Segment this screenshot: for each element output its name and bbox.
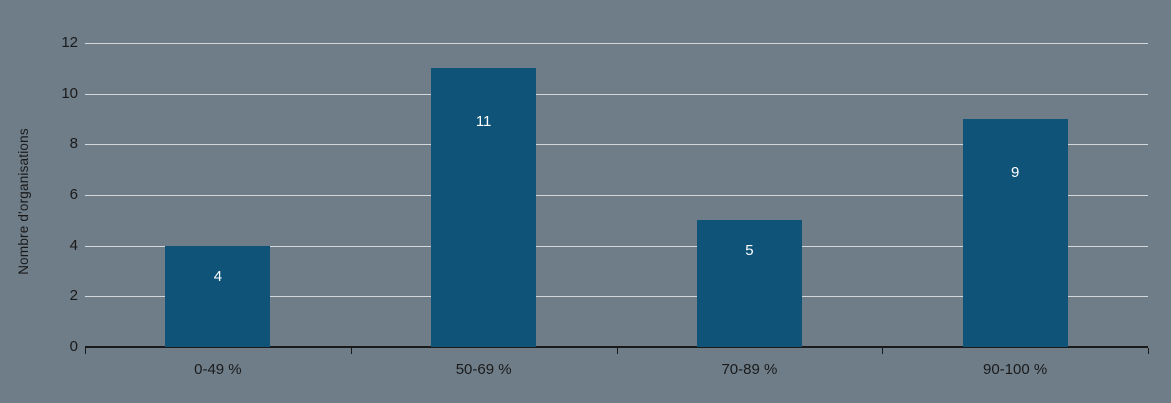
x-axis-tick-mark	[1148, 348, 1149, 354]
x-tick-label: 0-49 %	[194, 361, 242, 378]
gridline	[85, 144, 1148, 146]
x-axis-line	[85, 346, 1148, 348]
x-tick-label: 70-89 %	[721, 361, 778, 378]
x-axis-tick-mark	[882, 348, 884, 354]
gridline	[85, 93, 1148, 95]
bar-value-label: 4	[213, 267, 223, 285]
bar	[696, 220, 802, 347]
bar-value-label: 9	[1010, 164, 1020, 181]
gridline	[85, 195, 1148, 196]
bar-value-label: 11	[475, 113, 492, 131]
x-tick-label: 50-69 %	[455, 361, 512, 378]
y-axis-title: Nombre d'organisations	[15, 128, 31, 275]
y-axis-title-container: Nombre d'organisations	[8, 0, 38, 403]
y-tick-label: 10	[61, 84, 78, 102]
x-axis-tick-mark	[85, 348, 86, 354]
bar	[431, 68, 537, 347]
bar	[962, 119, 1068, 347]
y-tick-label: 8	[69, 135, 78, 153]
y-tick-label: 6	[69, 186, 78, 203]
gridline	[85, 43, 1148, 44]
y-tick-label: 4	[69, 236, 78, 254]
gridline	[85, 296, 1148, 298]
x-axis-tick-mark	[350, 348, 352, 354]
y-tick-label: 0	[69, 338, 78, 355]
bar	[165, 245, 271, 347]
gridline	[85, 245, 1148, 247]
y-tick-label: 2	[69, 287, 78, 305]
x-tick-label: 90-100 %	[983, 361, 1048, 378]
x-axis-tick-mark	[616, 348, 618, 354]
bar-value-label: 5	[745, 242, 754, 260]
y-tick-label: 12	[61, 34, 78, 51]
